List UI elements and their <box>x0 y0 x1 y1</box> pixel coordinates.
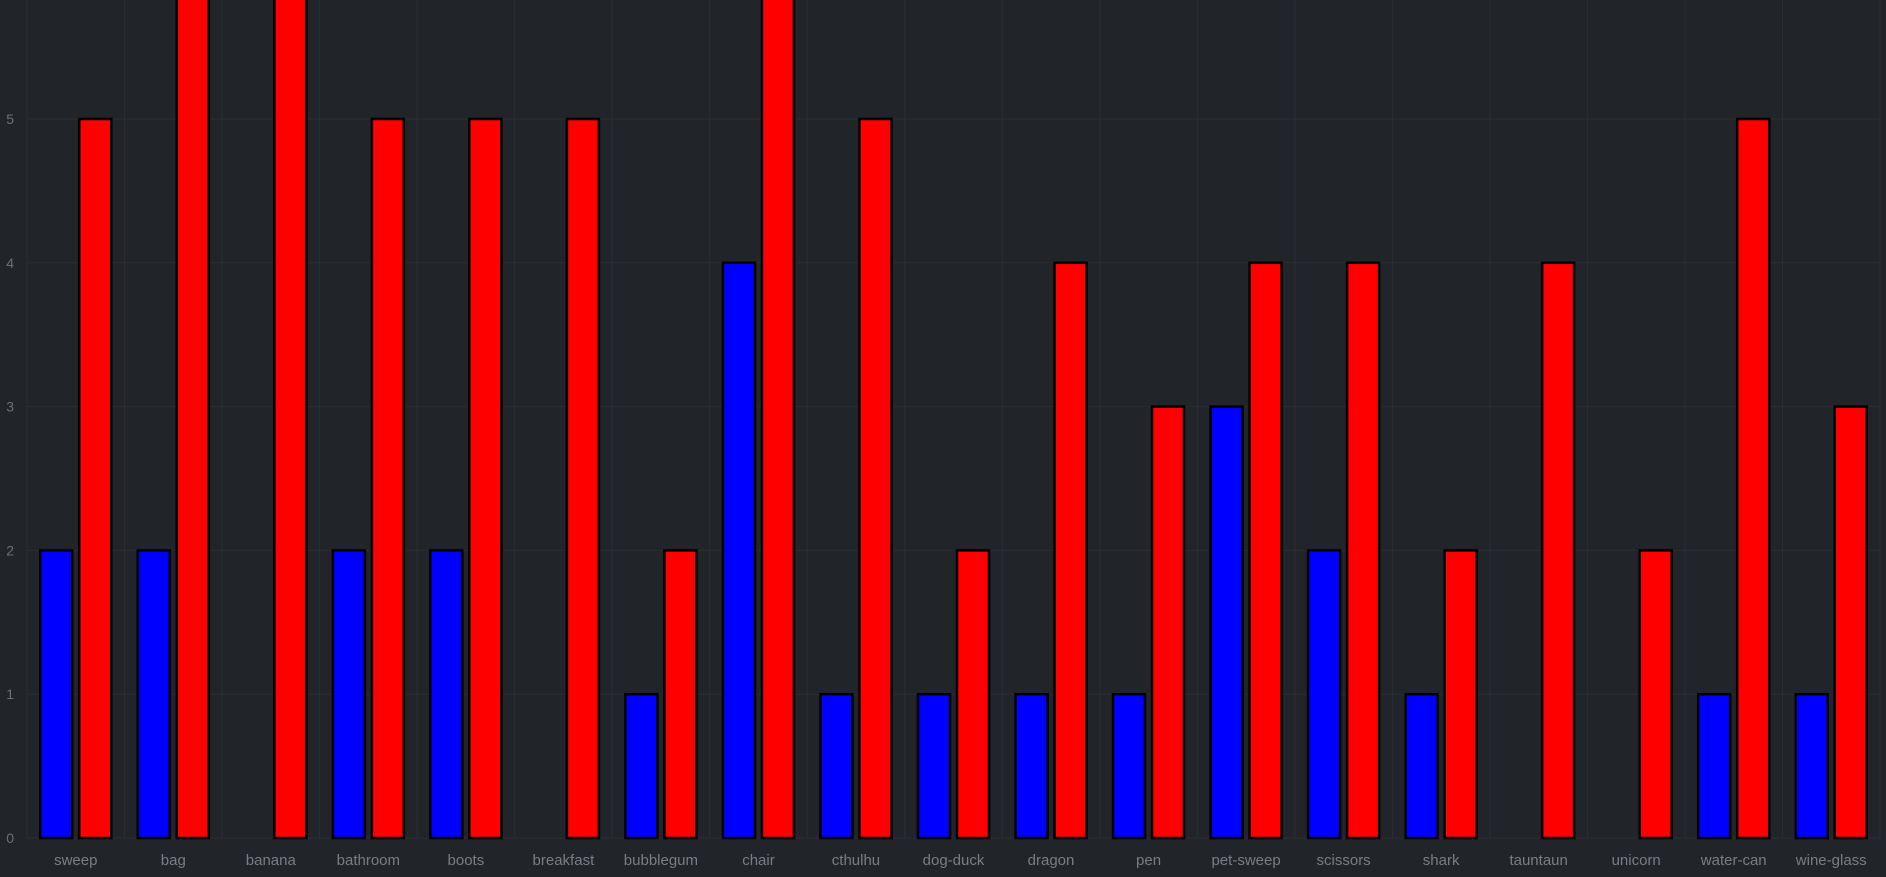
x-category-label: scissors <box>1317 852 1371 869</box>
y-tick-label: 2 <box>6 542 14 558</box>
bar-pet-sweep-series-2 <box>1248 261 1283 840</box>
bar-chair-series-1 <box>721 261 757 840</box>
bar-scissors-series-2 <box>1345 261 1381 840</box>
x-category-label: wine-glass <box>1795 852 1867 869</box>
bar-shark-series-2 <box>1443 549 1478 840</box>
x-category-label: dragon <box>1028 852 1075 869</box>
x-category-label: sweep <box>54 852 97 869</box>
x-category-label: pen <box>1136 852 1161 869</box>
bar-dragon-series-2 <box>1053 261 1088 840</box>
x-category-label: bag <box>161 852 186 869</box>
bar-cthulhu-series-2 <box>858 117 893 840</box>
x-category-label: bubblegum <box>624 852 698 869</box>
x-category-label: tauntaun <box>1509 852 1567 869</box>
y-tick-label: 0 <box>6 830 14 846</box>
bar-boots-series-1 <box>429 549 464 840</box>
y-tick-label: 3 <box>6 399 14 415</box>
y-tick-label: 4 <box>6 255 14 271</box>
bar-cthulhu-series-1 <box>819 692 854 840</box>
x-category-label: dog-duck <box>923 852 985 869</box>
bar-pen-series-2 <box>1150 405 1186 840</box>
y-tick-label: 5 <box>6 111 14 127</box>
bar-banana-series-2 <box>273 0 308 840</box>
x-category-label: breakfast <box>533 852 596 869</box>
x-category-label: bathroom <box>337 852 400 869</box>
bar-wine-glass-series-2 <box>1833 405 1868 840</box>
bar-pet-sweep-series-1 <box>1209 405 1244 840</box>
bar-dog-duck-series-2 <box>955 549 991 840</box>
bar-bathroom-series-1 <box>331 549 367 840</box>
bar-boots-series-2 <box>468 117 503 840</box>
bar-chair-series-2 <box>760 0 796 840</box>
grid <box>26 0 1881 839</box>
bar-sweep-series-1 <box>39 549 74 840</box>
bar-bubblegum-series-1 <box>624 692 659 840</box>
bar-sweep-series-2 <box>78 117 113 840</box>
x-category-label: chair <box>742 852 775 869</box>
bar-bathroom-series-2 <box>370 117 406 840</box>
bar-pen-series-1 <box>1111 692 1147 840</box>
bar-tauntaun-series-2 <box>1540 261 1576 840</box>
x-category-label: banana <box>246 852 297 869</box>
x-category-label: boots <box>448 852 485 869</box>
bar-scissors-series-1 <box>1306 549 1342 840</box>
bar-water-can-series-1 <box>1696 692 1732 840</box>
bar-bag-series-2 <box>175 0 211 840</box>
x-category-label: shark <box>1423 852 1460 869</box>
x-category-label: pet-sweep <box>1211 852 1280 869</box>
bar-dragon-series-1 <box>1014 692 1049 840</box>
bar-wine-glass-series-1 <box>1794 692 1829 840</box>
bar-unicorn-series-2 <box>1638 549 1673 840</box>
x-category-label: cthulhu <box>832 852 880 869</box>
bar-bag-series-1 <box>136 549 172 840</box>
bar-bubblegum-series-2 <box>663 549 698 840</box>
y-axis-ticks: 0 1 2 3 4 5 <box>6 111 14 846</box>
bar-breakfast-series-2 <box>565 117 601 840</box>
bar-shark-series-1 <box>1404 692 1439 840</box>
bar-water-can-series-2 <box>1735 117 1771 840</box>
y-tick-label: 1 <box>6 686 14 702</box>
x-category-label: unicorn <box>1612 852 1661 869</box>
x-axis-labels: sweep bag banana bathroom boots breakfast bubb… <box>54 852 1867 869</box>
bar-dog-duck-series-1 <box>916 692 952 840</box>
x-category-label: water-can <box>1700 852 1767 869</box>
bars <box>39 0 1868 840</box>
